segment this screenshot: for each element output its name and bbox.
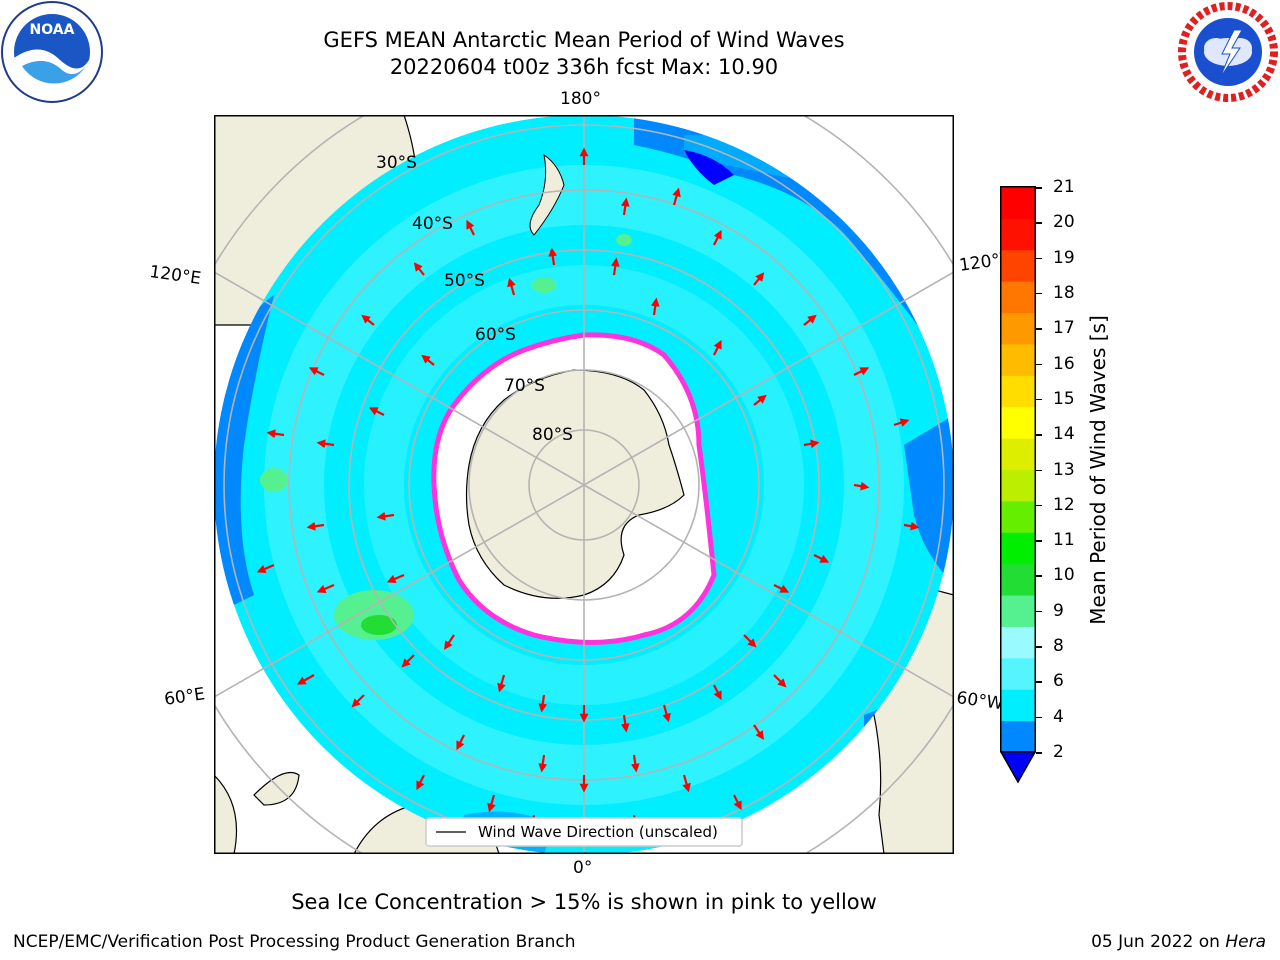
- lon-label-0: 0°: [573, 858, 593, 878]
- colorbar-tick-label: 12: [1053, 494, 1075, 515]
- colorbar-tick-label: 8: [1053, 636, 1064, 657]
- colorbar-band: [1001, 406, 1035, 439]
- colorbar-tick: [1036, 752, 1042, 754]
- colorbar-tick: [1036, 434, 1042, 436]
- colorbar-tick-label: 16: [1053, 353, 1075, 374]
- colorbar-tick: [1036, 292, 1042, 295]
- colorbar-tick: [1036, 716, 1042, 719]
- colorbar-band: [1001, 438, 1035, 470]
- colorbar-tick: [1036, 328, 1042, 330]
- colorbar-tick: [1036, 187, 1042, 189]
- noaa-logo-text: NOAA: [30, 22, 75, 38]
- lat-label-60s: 60°S: [475, 325, 516, 345]
- colorbar-band: [1001, 343, 1035, 376]
- colorbar-band: [1001, 281, 1035, 314]
- colorbar: [1000, 186, 1036, 784]
- colorbar-tick-label: 13: [1053, 459, 1075, 480]
- colorbar-label: Mean Period of Wind Waves [s]: [1086, 315, 1110, 625]
- colorbar-tick: [1036, 469, 1042, 471]
- lon-label-60e: 60°E: [163, 684, 207, 710]
- lon-label-180: 180°: [560, 89, 601, 109]
- chart-title: GEFS MEAN Antarctic Mean Period of Wind …: [323, 28, 845, 52]
- chart-subtitle: 20220604 t00z 336h fcst Max: 10.90: [389, 55, 779, 79]
- colorbar-tick: [1036, 575, 1042, 577]
- colorbar-tick-label: 19: [1053, 247, 1075, 268]
- colorbar-tick-label: 18: [1053, 282, 1075, 303]
- footer-date-text: 05 Jun 2022 on: [1091, 932, 1226, 952]
- land-antarctica: [465, 369, 685, 599]
- colorbar-band: [1001, 500, 1035, 533]
- colorbar-band: [1001, 657, 1035, 690]
- colorbar-tick-label: 14: [1053, 424, 1075, 445]
- lat-label-50s: 50°S: [444, 271, 485, 291]
- colorbar-tick-label: 21: [1053, 177, 1075, 197]
- polar-map: 30°S 40°S 50°S 60°S 70°S 80°S Wind Wave …: [214, 115, 954, 854]
- colorbar-tick-label: 2: [1053, 742, 1064, 762]
- colorbar-band: [1001, 532, 1035, 565]
- colorbar-tick: [1036, 363, 1042, 366]
- footer-date: 05 Jun 2022 on Hera: [1091, 932, 1266, 952]
- lat-label-80s: 80°S: [532, 425, 573, 445]
- lon-label-60w: 60°W: [955, 688, 1005, 715]
- colorbar-band: [1001, 187, 1035, 219]
- colorbar-tick-label: 4: [1053, 706, 1064, 727]
- colorbar-tick-label: 15: [1053, 388, 1075, 409]
- colorbar-band: [1001, 563, 1035, 596]
- map-legend: Wind Wave Direction (unscaled): [425, 817, 743, 847]
- lon-label-120e: 120°E: [148, 262, 203, 290]
- colorbar-tick-label: 9: [1053, 600, 1064, 621]
- colorbar-tick: [1036, 646, 1042, 648]
- colorbar-tick-label: 11: [1053, 530, 1075, 551]
- colorbar-tick-label: 20: [1053, 212, 1075, 233]
- colorbar-band: [1001, 218, 1035, 251]
- lat-label-40s: 40°S: [412, 214, 453, 234]
- colorbar-band: [1001, 720, 1035, 753]
- colorbar-tick: [1036, 398, 1042, 401]
- colorbar-under-triangle: [1000, 751, 1036, 784]
- wind-wave-arrows: [256, 147, 920, 833]
- land-new-zealand: [529, 153, 565, 236]
- colorbar-tick-label: 6: [1053, 671, 1064, 692]
- colorbar-tick: [1036, 681, 1042, 683]
- nws-logo: [1178, 2, 1278, 102]
- sea-ice-note: Sea Ice Concentration > 15% is shown in …: [291, 890, 877, 914]
- colorbar-band: [1001, 595, 1035, 627]
- colorbar-band: [1001, 689, 1035, 722]
- colorbar-tick: [1036, 610, 1042, 613]
- colorbar-tick-label: 17: [1053, 318, 1075, 339]
- footer-credit: NCEP/EMC/Verification Post Processing Pr…: [13, 932, 576, 952]
- lat-label-70s: 70°S: [504, 376, 545, 396]
- legend-label: Wind Wave Direction (unscaled): [478, 823, 718, 841]
- colorbar-band: [1001, 312, 1035, 345]
- colorbar-tick: [1036, 222, 1042, 224]
- colorbar-band: [1001, 249, 1035, 282]
- colorbar-band: [1001, 469, 1035, 502]
- noaa-logo: NOAA: [1, 1, 103, 103]
- footer-system: Hera: [1225, 932, 1266, 952]
- lat-label-30s: 30°S: [376, 153, 417, 173]
- colorbar-band: [1001, 626, 1035, 659]
- colorbar-tick: [1036, 257, 1042, 260]
- colorbar-tick: [1036, 504, 1042, 507]
- colorbar-tick-label: 10: [1053, 565, 1075, 586]
- colorbar-tick: [1036, 540, 1042, 542]
- colorbar-band: [1001, 375, 1035, 408]
